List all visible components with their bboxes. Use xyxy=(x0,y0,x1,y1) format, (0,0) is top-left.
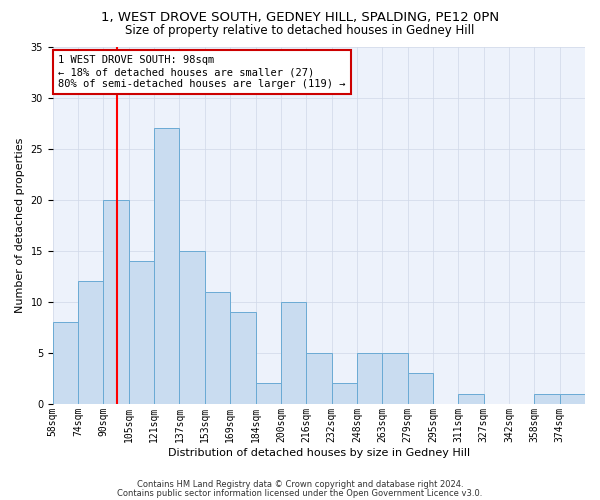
Bar xyxy=(306,353,332,404)
Bar xyxy=(407,374,433,404)
Bar xyxy=(357,353,382,404)
Text: 1 WEST DROVE SOUTH: 98sqm
← 18% of detached houses are smaller (27)
80% of semi-: 1 WEST DROVE SOUTH: 98sqm ← 18% of detac… xyxy=(58,56,346,88)
Text: Contains public sector information licensed under the Open Government Licence v3: Contains public sector information licen… xyxy=(118,488,482,498)
Bar xyxy=(281,302,306,404)
Bar xyxy=(230,312,256,404)
Bar xyxy=(256,384,281,404)
Bar xyxy=(53,322,78,404)
Bar xyxy=(535,394,560,404)
Bar xyxy=(382,353,407,404)
X-axis label: Distribution of detached houses by size in Gedney Hill: Distribution of detached houses by size … xyxy=(168,448,470,458)
Bar xyxy=(205,292,230,404)
Bar xyxy=(179,250,205,404)
Y-axis label: Number of detached properties: Number of detached properties xyxy=(15,138,25,313)
Bar xyxy=(129,261,154,404)
Bar xyxy=(332,384,357,404)
Bar xyxy=(103,200,129,404)
Text: Contains HM Land Registry data © Crown copyright and database right 2024.: Contains HM Land Registry data © Crown c… xyxy=(137,480,463,489)
Bar xyxy=(78,282,103,404)
Bar xyxy=(154,128,179,404)
Bar xyxy=(458,394,484,404)
Text: 1, WEST DROVE SOUTH, GEDNEY HILL, SPALDING, PE12 0PN: 1, WEST DROVE SOUTH, GEDNEY HILL, SPALDI… xyxy=(101,12,499,24)
Text: Size of property relative to detached houses in Gedney Hill: Size of property relative to detached ho… xyxy=(125,24,475,37)
Bar xyxy=(560,394,585,404)
